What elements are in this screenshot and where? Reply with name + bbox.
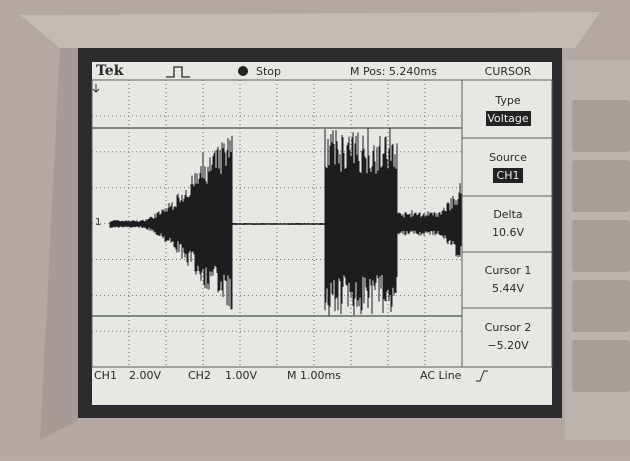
menu-value[interactable]: −5.20V [487, 339, 529, 352]
bezel-top [20, 12, 600, 48]
side-button[interactable] [572, 280, 630, 332]
side-buttons [572, 100, 630, 392]
oscilloscope: Tek Stop M Pos: 5.240ms CURSOR 1 Type Vo… [0, 0, 630, 457]
menu-value[interactable]: 5.44V [492, 282, 524, 295]
menu-label[interactable]: Delta [493, 208, 522, 221]
side-menu: Type Voltage Source CH1 Delta 10.6V Curs… [462, 80, 552, 367]
menu-value[interactable]: 10.6V [492, 226, 524, 239]
menu-label[interactable]: Cursor 2 [485, 321, 532, 334]
brand: Tek [96, 63, 124, 79]
status: Stop [256, 65, 281, 78]
run-indicator [238, 66, 248, 76]
menu-label[interactable]: Source [489, 151, 527, 164]
ch1-scale: 2.00V [129, 369, 161, 382]
menu-title: CURSOR [485, 65, 532, 78]
side-button[interactable] [572, 340, 630, 392]
menu-value[interactable]: Voltage [487, 112, 528, 125]
side-button[interactable] [572, 220, 630, 272]
ch1-label: CH1 [94, 369, 117, 382]
side-button[interactable] [572, 100, 630, 152]
timebase: M 1.00ms [287, 369, 341, 382]
channel-marker: 1 [95, 217, 101, 228]
menu-label[interactable]: Cursor 1 [485, 264, 532, 277]
menu-value[interactable]: CH1 [497, 169, 520, 182]
ch2-label: CH2 [188, 369, 211, 382]
trigger-source: AC Line [420, 369, 462, 382]
menu-label[interactable]: Type [494, 94, 520, 107]
side-button[interactable] [572, 160, 630, 212]
horizontal-position: M Pos: 5.240ms [350, 65, 437, 78]
ch2-scale: 1.00V [225, 369, 257, 382]
